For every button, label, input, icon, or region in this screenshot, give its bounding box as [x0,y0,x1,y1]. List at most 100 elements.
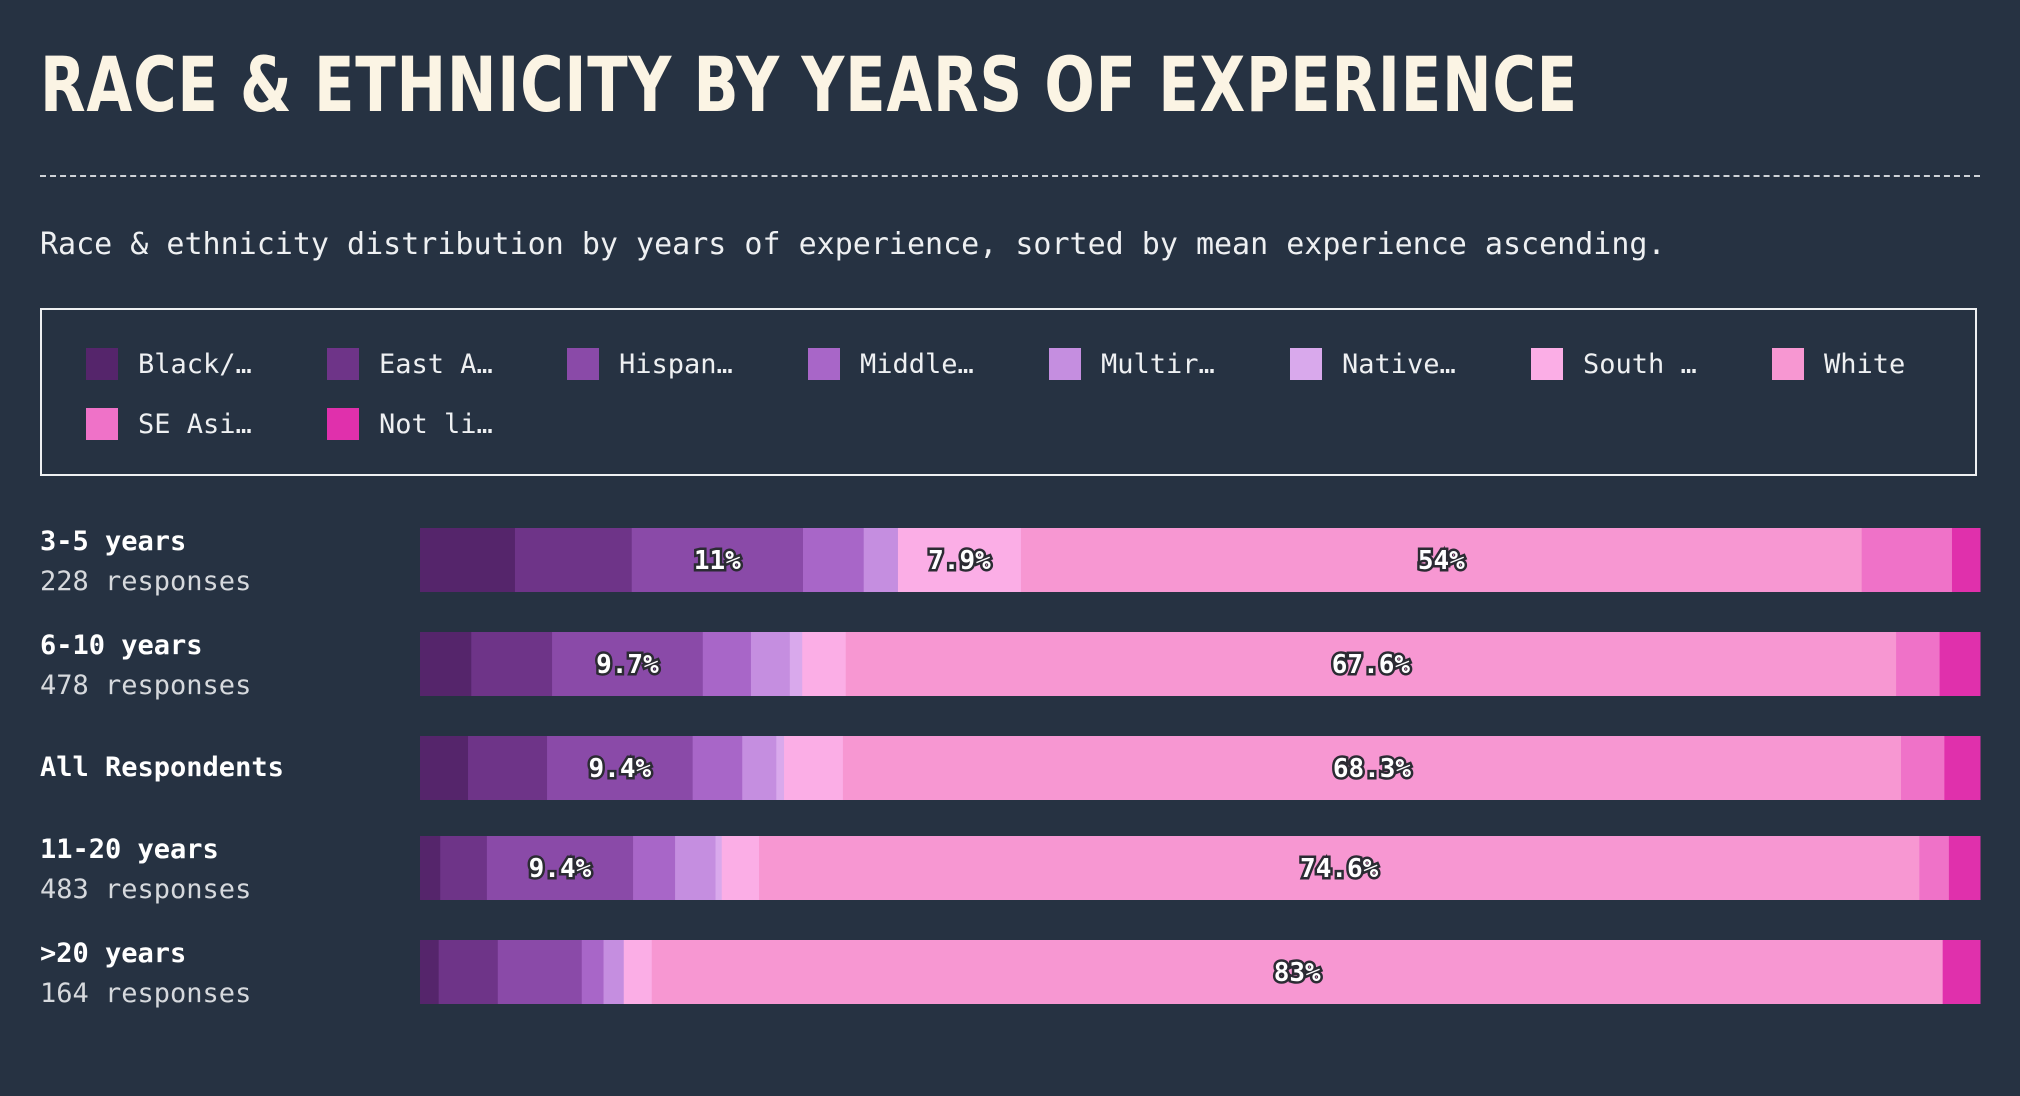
bar-segment [1951,528,1981,592]
bar-segment [1948,836,1981,900]
row-category-label: >20 years [40,938,187,969]
data-label: 83% [1274,958,1321,988]
legend-label: East A… [379,348,493,380]
legend-swatch [1290,348,1322,380]
bar-segment [420,632,472,696]
legend-item: Multir… [1049,347,1215,381]
bar-segment [784,736,844,800]
bar-segment [1944,736,1981,800]
data-label: 9.4% [529,854,592,884]
row-label: 6-10 years 478 responses [40,626,251,706]
legend-label: Black/… [138,348,252,380]
bar-segment [721,836,760,900]
bar-segment [750,632,791,696]
bar-segment [420,940,440,1004]
bar-segment [715,836,723,900]
bar-segment [633,836,676,900]
row-label: 3-5 years 228 responses [40,522,251,602]
bar-segment [547,736,694,800]
legend-label: Hispan… [619,348,733,380]
row-category-label: 11-20 years [40,834,219,865]
data-label: 68.3% [1333,754,1412,784]
legend-item: South … [1531,347,1697,381]
bar-segment [776,736,785,800]
data-label: 7.9% [928,546,991,576]
legend-item: Not li… [327,407,493,441]
bar-segment [1896,632,1941,696]
data-label: 67.6% [1332,650,1411,680]
bar-segment [420,836,441,900]
bar-segment [845,632,1897,696]
bar-segment [742,736,777,800]
legend-label: South … [1583,348,1697,380]
bar-segment [552,632,704,696]
bar-segment [468,736,548,800]
bar-segment [438,940,499,1004]
legend-swatch [86,408,118,440]
legend-label: White [1824,348,1906,380]
legend-item: White [1772,347,1905,381]
data-label: 54% [1418,546,1465,576]
legend-swatch [567,348,599,380]
bar-segment [486,836,634,900]
legend-item: East A… [327,347,493,381]
dashed-divider [40,175,1980,177]
legend-swatch [1772,348,1804,380]
row-label: 11-20 years 483 responses [40,830,251,910]
row-label: >20 years 164 responses [40,934,251,1014]
legend-item: Native… [1290,347,1456,381]
row-category-label: 6-10 years [40,630,203,661]
row-response-count: 164 responses [40,978,252,1009]
bar-segment [581,940,605,1004]
legend-item: Hispan… [567,347,733,381]
legend-swatch [1049,348,1081,380]
bar-segment [1939,632,1981,696]
legend-swatch [808,348,840,380]
legend-label: Native… [1342,348,1456,380]
legend-label: Middle… [860,348,974,380]
bar-segment [471,632,553,696]
bar-segment [623,940,653,1004]
data-label: 74.6% [1300,854,1379,884]
bar-segment [603,940,625,1004]
data-label: 11% [694,546,741,576]
row-response-count: 228 responses [40,566,252,597]
row-category-label: All Respondents [40,752,284,783]
legend-item: SE Asi… [86,407,252,441]
bar-segment [863,528,899,592]
bar-segment [1900,736,1945,800]
row-response-count: 478 responses [40,670,252,701]
bar-segment [514,528,633,592]
legend-item: Black/… [86,347,252,381]
bar-segment [897,528,1022,592]
legend-swatch [1531,348,1563,380]
legend-swatch [86,348,118,380]
data-label: 9.7% [596,650,659,680]
bar-segment [440,836,488,900]
bar-segment [789,632,803,696]
bar-segment [420,736,469,800]
bar-segment [802,528,865,592]
legend: Black/… East A… Hispan… Middle… Multir… Nativ… [40,308,1977,476]
bar-segment [497,940,583,1004]
bar-segment [759,836,1920,900]
row-category-label: 3-5 years [40,526,187,557]
bar-segment [675,836,717,900]
legend-label: Multir… [1101,348,1215,380]
bar-segment [1919,836,1950,900]
row-response-count: 483 responses [40,874,252,905]
bar-segment [1020,528,1863,592]
bar-segment [1861,528,1953,592]
bar-segment [692,736,743,800]
chart-subtitle: Race & ethnicity distribution by years o… [40,227,1666,262]
data-label: 9.4% [589,754,652,784]
bar-segment [420,528,516,592]
chart-title: RACE & ETHNICITY BY YEARS OF EXPERIENCE [40,40,1578,129]
legend-swatch [327,348,359,380]
bar-segment [631,528,804,592]
legend-label: SE Asi… [138,408,252,440]
bar-segment [651,940,1944,1004]
bar-segment [842,736,1902,800]
row-label: All Respondents [40,748,284,788]
